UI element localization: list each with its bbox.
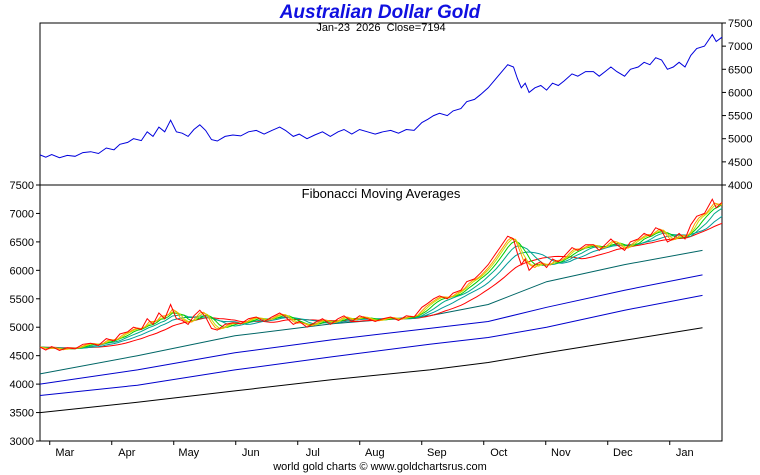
lower-y-tick-label: 7000 [10, 208, 34, 220]
x-tick-label: Nov [551, 447, 571, 459]
lower-y-tick-label: 3000 [10, 436, 34, 448]
lower-y-tick-label: 5000 [10, 322, 34, 334]
lower-y-tick-label: 7500 [10, 180, 34, 192]
x-tick-label: Mar [55, 447, 74, 459]
ma-line-ma-3 [39, 202, 723, 351]
upper-y-tick-label: 5500 [728, 111, 752, 123]
upper-y-tick-label: 4500 [728, 157, 752, 169]
x-tick-label: Sep [427, 447, 447, 459]
x-tick-label: Jun [242, 447, 260, 459]
lower-y-tick-label: 4500 [10, 351, 34, 363]
price-line [39, 33, 723, 159]
upper-y-axis: 4000 4500 5000 5500 6000 6500 7000 7500 [722, 18, 752, 192]
x-tick-label: Dec [613, 447, 633, 459]
x-tick-label: Oct [490, 447, 507, 459]
upper-y-tick-label: 7500 [728, 18, 752, 30]
ma-line-price [39, 198, 723, 352]
ma-line-ma-233 [39, 327, 703, 414]
lower-y-axis: 3000 3500 4000 4500 5000 5500 6000 6500 7000 7500 [10, 180, 40, 448]
x-tick-label: May [178, 447, 199, 459]
chart-subtitle: Jan-23 2026 Close=7194 [40, 22, 722, 34]
x-tick-label: Jul [306, 447, 320, 459]
lower-y-tick-label: 6000 [10, 265, 34, 277]
upper-y-tick-label: 6000 [728, 87, 752, 99]
lower-y-tick-label: 3500 [10, 408, 34, 420]
footer-credit: world gold charts © www.goldchartsrus.co… [273, 461, 487, 473]
ma-line-ma-89 [39, 274, 703, 385]
x-axis: Mar Apr May Jun Jul Aug Sep Oct Nov Dec Jan [49, 441, 694, 459]
upper-panel-frame [39, 22, 723, 186]
upper-y-tick-label: 4000 [728, 180, 752, 192]
lower-y-tick-label: 4000 [10, 379, 34, 391]
ma-line-ma-144 [39, 294, 703, 396]
x-tick-label: Apr [118, 447, 135, 459]
upper-y-tick-label: 6500 [728, 64, 752, 76]
lower-panel-frame [39, 184, 723, 442]
moving-average-lines [39, 198, 723, 414]
price-series-line [39, 33, 723, 159]
lower-y-tick-label: 5500 [10, 294, 34, 306]
lower-y-tick-label: 6500 [10, 237, 34, 249]
subtitle-close: Close=7194 [386, 22, 446, 34]
x-tick-label: Jan [676, 447, 694, 459]
subtitle-date: Jan-23 2026 [316, 22, 381, 34]
x-tick-label: Aug [365, 447, 385, 459]
ma-line-ma-55 [39, 249, 703, 375]
upper-y-tick-label: 5000 [728, 134, 752, 146]
upper-y-tick-label: 7000 [728, 41, 752, 53]
chart-title: Australian Dollar Gold [279, 2, 481, 23]
lower-panel-title: Fibonacci Moving Averages [301, 186, 461, 201]
